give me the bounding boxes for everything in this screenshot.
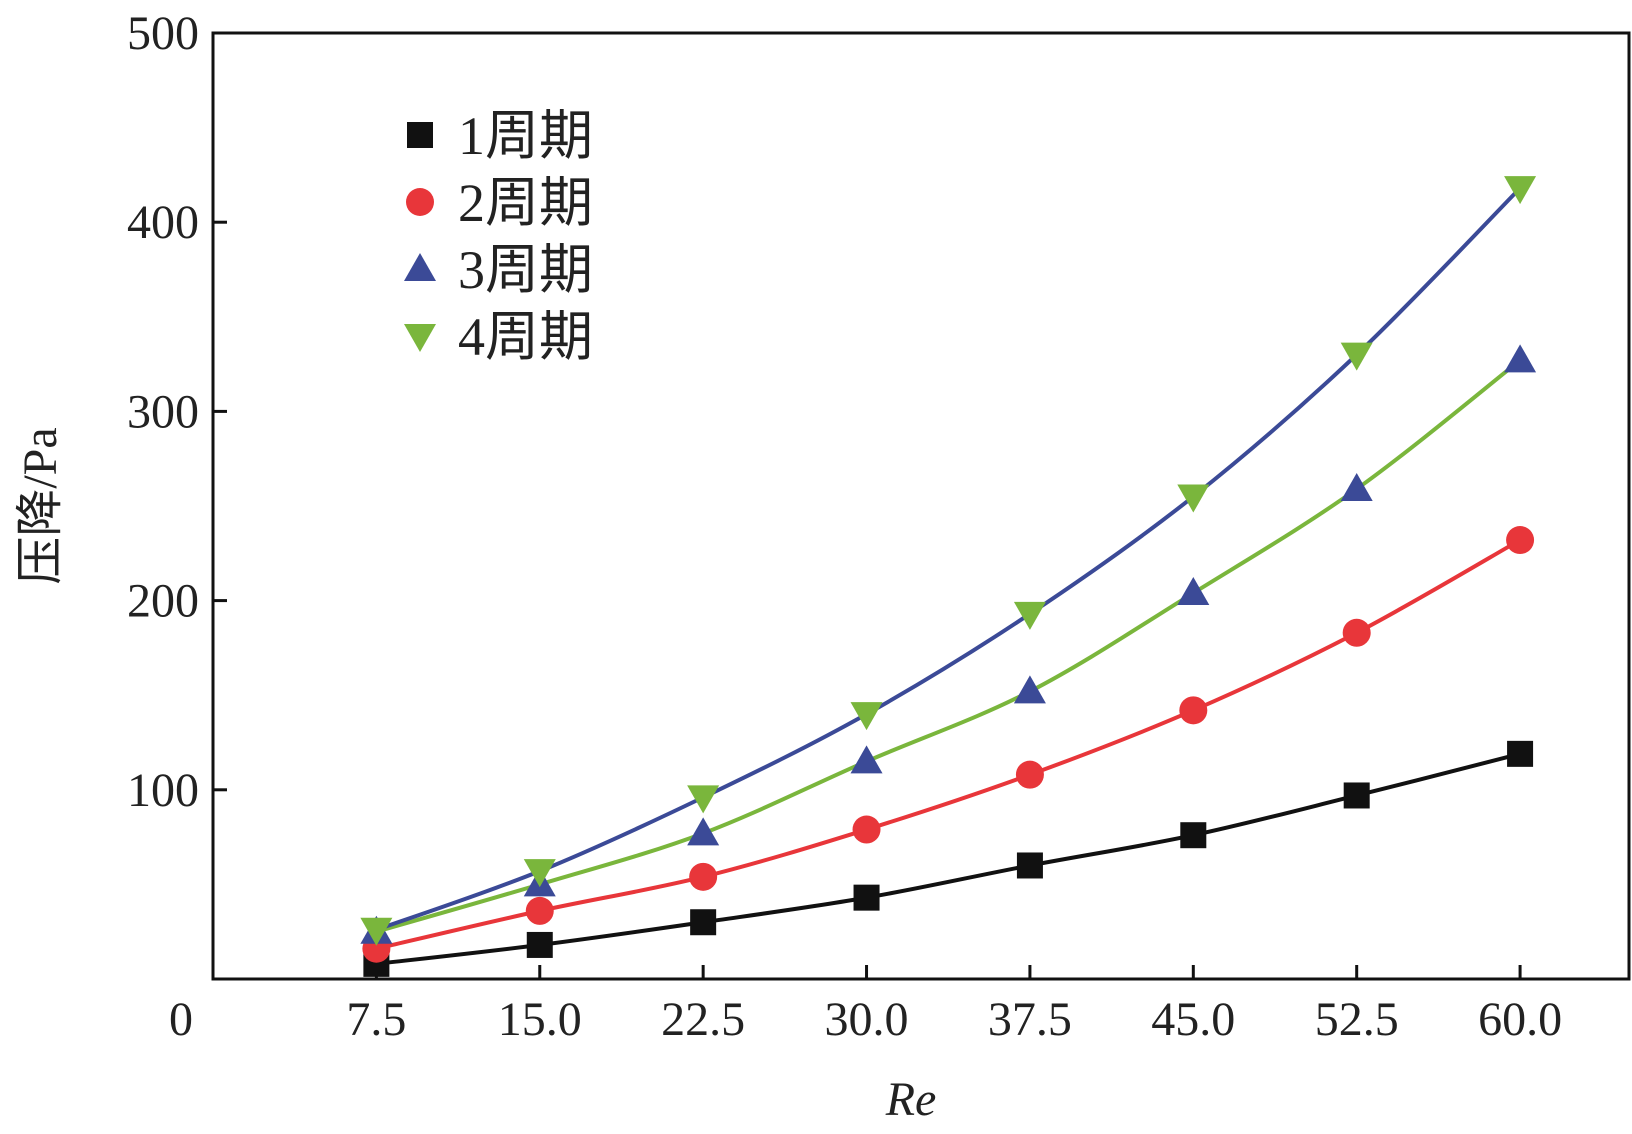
data-point [1177,484,1210,513]
data-point [1177,577,1210,606]
series-3 [375,358,1522,934]
data-point [853,884,880,911]
legend: 1周期 2周期 3周期 4周期 [404,106,593,367]
y-axis-title: 压降/Pa [14,427,67,584]
y-tick-label: 500 [127,7,199,60]
data-point [1343,782,1370,809]
x-tick-label: 30.0 [825,993,909,1046]
y-tick-label: 200 [127,575,199,628]
data-point [360,917,393,946]
data-point [690,909,717,936]
series-line [376,751,1521,966]
legend-label: 4周期 [458,307,593,367]
x-axis: 0 7.5 15.0 22.5 30.0 37.5 45.0 52.5 60.0 [169,965,1562,1046]
legend-marker [404,324,436,352]
data-point [1507,740,1534,767]
x-tick-label: 45.0 [1151,993,1235,1046]
x-origin-label: 0 [169,993,193,1046]
plot-frame [211,31,1631,981]
series-4-markers [360,176,1537,946]
y-axis: 100 200 300 400 500 [127,7,227,817]
data-point [689,862,718,891]
data-point [1342,618,1371,647]
series-2-markers [362,526,1535,963]
data-point [525,896,554,925]
data-point [687,817,720,846]
data-point [1504,344,1537,373]
data-point [850,702,883,731]
series-line [375,538,1522,951]
data-point [1013,601,1046,630]
x-tick-label: 15.0 [498,993,582,1046]
data-point [1340,342,1373,371]
data-point [1013,675,1046,704]
data-point [1016,852,1043,879]
legend-marker [404,253,436,281]
legend-label: 3周期 [458,240,593,300]
data-point [850,745,883,774]
legend-marker [407,122,433,148]
y-tick-label: 300 [127,385,199,438]
series-1-markers [363,740,1534,977]
data-point [523,859,556,888]
data-point [852,815,881,844]
legend-label: 2周期 [458,173,593,233]
series-2 [375,538,1522,951]
x-tick-label: 37.5 [988,993,1072,1046]
data-point [1179,696,1208,725]
data-point [687,785,720,814]
data-point [1506,526,1535,555]
data-point [526,931,553,958]
data-point [1180,822,1207,849]
legend-label: 1周期 [458,106,593,166]
series-1 [376,751,1521,966]
x-axis-title: Re [885,1073,937,1126]
y-tick-label: 400 [127,196,199,249]
x-tick-label: 60.0 [1478,993,1562,1046]
data-point [1340,472,1373,501]
legend-marker [406,188,434,216]
series-3-markers [360,344,1537,944]
x-tick-label: 7.5 [346,993,406,1046]
x-tick-label: 52.5 [1315,993,1399,1046]
x-tick-label: 22.5 [661,993,745,1046]
y-tick-label: 100 [127,764,199,817]
data-point [1504,176,1537,205]
series-line [375,358,1522,934]
data-point [1015,760,1044,789]
